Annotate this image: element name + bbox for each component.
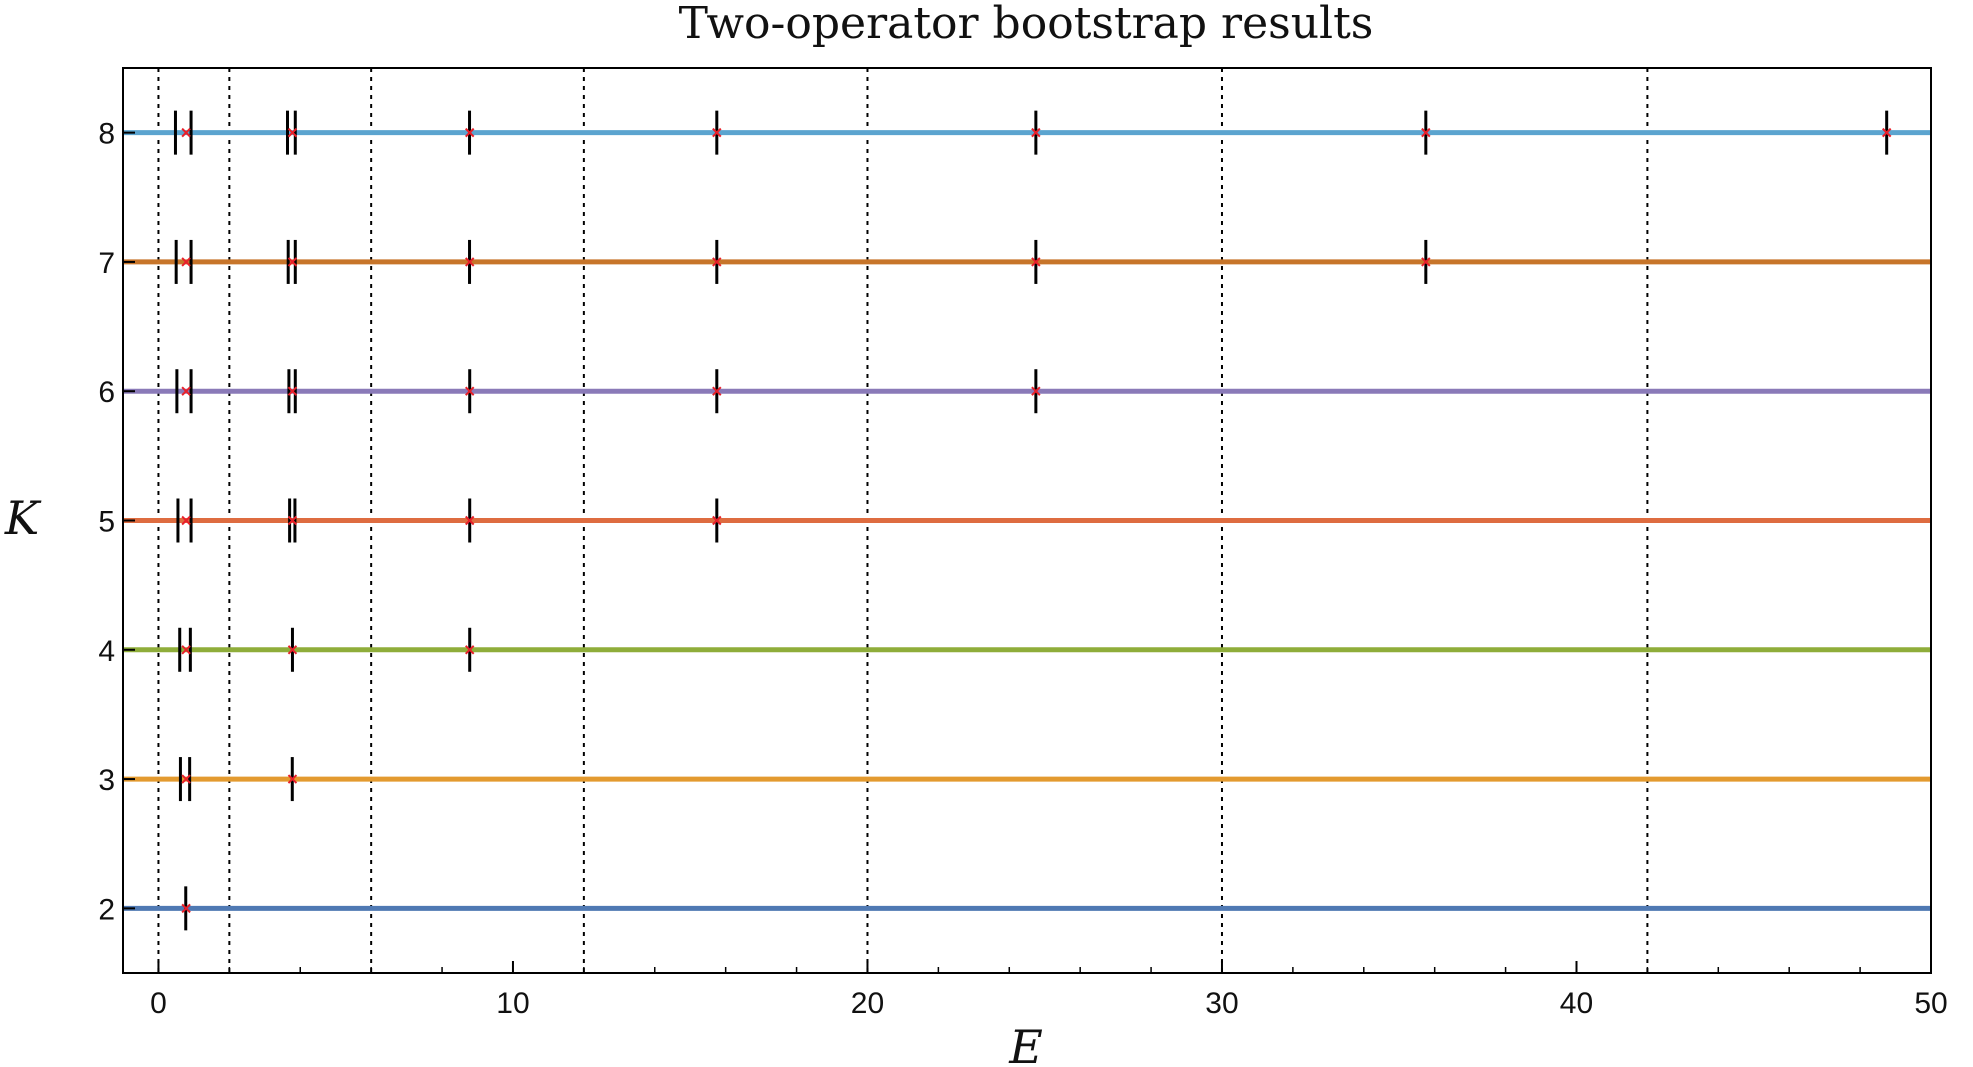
y-tick-label: 3 (98, 764, 115, 797)
marker-stroke (712, 515, 722, 526)
x-tick-label: 20 (851, 987, 884, 1020)
marker-stroke (181, 127, 191, 138)
marker-point (1881, 127, 1892, 138)
marker-point (465, 645, 475, 655)
marker-stroke (712, 386, 722, 396)
marker-point (181, 515, 191, 526)
marker-point (287, 515, 298, 526)
marker-point (712, 127, 722, 138)
marker-stroke (1031, 386, 1041, 396)
marker-stroke (181, 774, 191, 784)
marker-stroke (181, 645, 191, 655)
y-tick-label: 6 (98, 376, 115, 409)
marker-stroke (1421, 127, 1431, 138)
marker-stroke (287, 645, 298, 655)
x-tick-label: 50 (1914, 987, 1947, 1020)
marker-point (287, 127, 298, 138)
marker-point (465, 386, 475, 396)
y-tick-label: 7 (98, 247, 115, 280)
marker-point (712, 257, 722, 267)
y-tick-label: 2 (98, 893, 115, 926)
marker-stroke (465, 127, 475, 138)
marker-point (287, 257, 298, 267)
marker-point (1031, 257, 1041, 267)
y-axis-label: K (4, 491, 42, 545)
axis-ticks: 0 10 20 30 40 50 2 3 4 5 6 7 8 (98, 118, 1947, 1020)
x-tick-label: 40 (1560, 987, 1593, 1020)
marker-stroke (1421, 257, 1431, 267)
marker-stroke (287, 774, 298, 784)
marker-point (1421, 127, 1431, 138)
marker-point (181, 645, 191, 655)
marker-point (181, 386, 191, 396)
marker-point (465, 515, 475, 526)
marker-stroke (287, 386, 298, 396)
marker-stroke (181, 903, 191, 914)
marker-stroke (1031, 257, 1041, 267)
marker-point (1031, 127, 1041, 138)
marker-point (181, 774, 191, 784)
x-axis-label: E (1008, 1020, 1043, 1067)
marker-point (712, 515, 722, 526)
marker-stroke (465, 386, 475, 396)
marker-stroke (465, 257, 475, 267)
marker-stroke (712, 257, 722, 267)
x-tick-label: 0 (150, 987, 167, 1020)
marker-stroke (1881, 127, 1892, 138)
marker-stroke (287, 515, 298, 526)
marker-stroke (287, 257, 298, 267)
y-tick-label: 4 (98, 635, 115, 668)
marker-stroke (465, 515, 475, 526)
marker-stroke (287, 127, 298, 138)
marker-point (712, 386, 722, 396)
y-tick-label: 8 (98, 118, 115, 151)
y-tick-label: 5 (98, 506, 115, 539)
x-tick-label: 30 (1205, 987, 1238, 1020)
marker-stroke (1031, 127, 1041, 138)
marker-point (287, 774, 298, 784)
marker-point (465, 127, 475, 138)
marker-point (1421, 257, 1431, 267)
x-tick-label: 10 (496, 987, 529, 1020)
marker-stroke (181, 386, 191, 396)
chart-title: Two-operator bootstrap results (679, 0, 1374, 49)
marker-point (465, 257, 475, 267)
marker-point (181, 257, 191, 267)
marker-point (181, 903, 191, 914)
series-layer (123, 110, 1931, 931)
marker-stroke (712, 127, 722, 138)
marker-point (181, 127, 191, 138)
marker-stroke (465, 645, 475, 655)
marker-stroke (181, 257, 191, 267)
marker-point (287, 645, 298, 655)
marker-point (287, 386, 298, 396)
marker-stroke (181, 515, 191, 526)
marker-point (1031, 386, 1041, 396)
